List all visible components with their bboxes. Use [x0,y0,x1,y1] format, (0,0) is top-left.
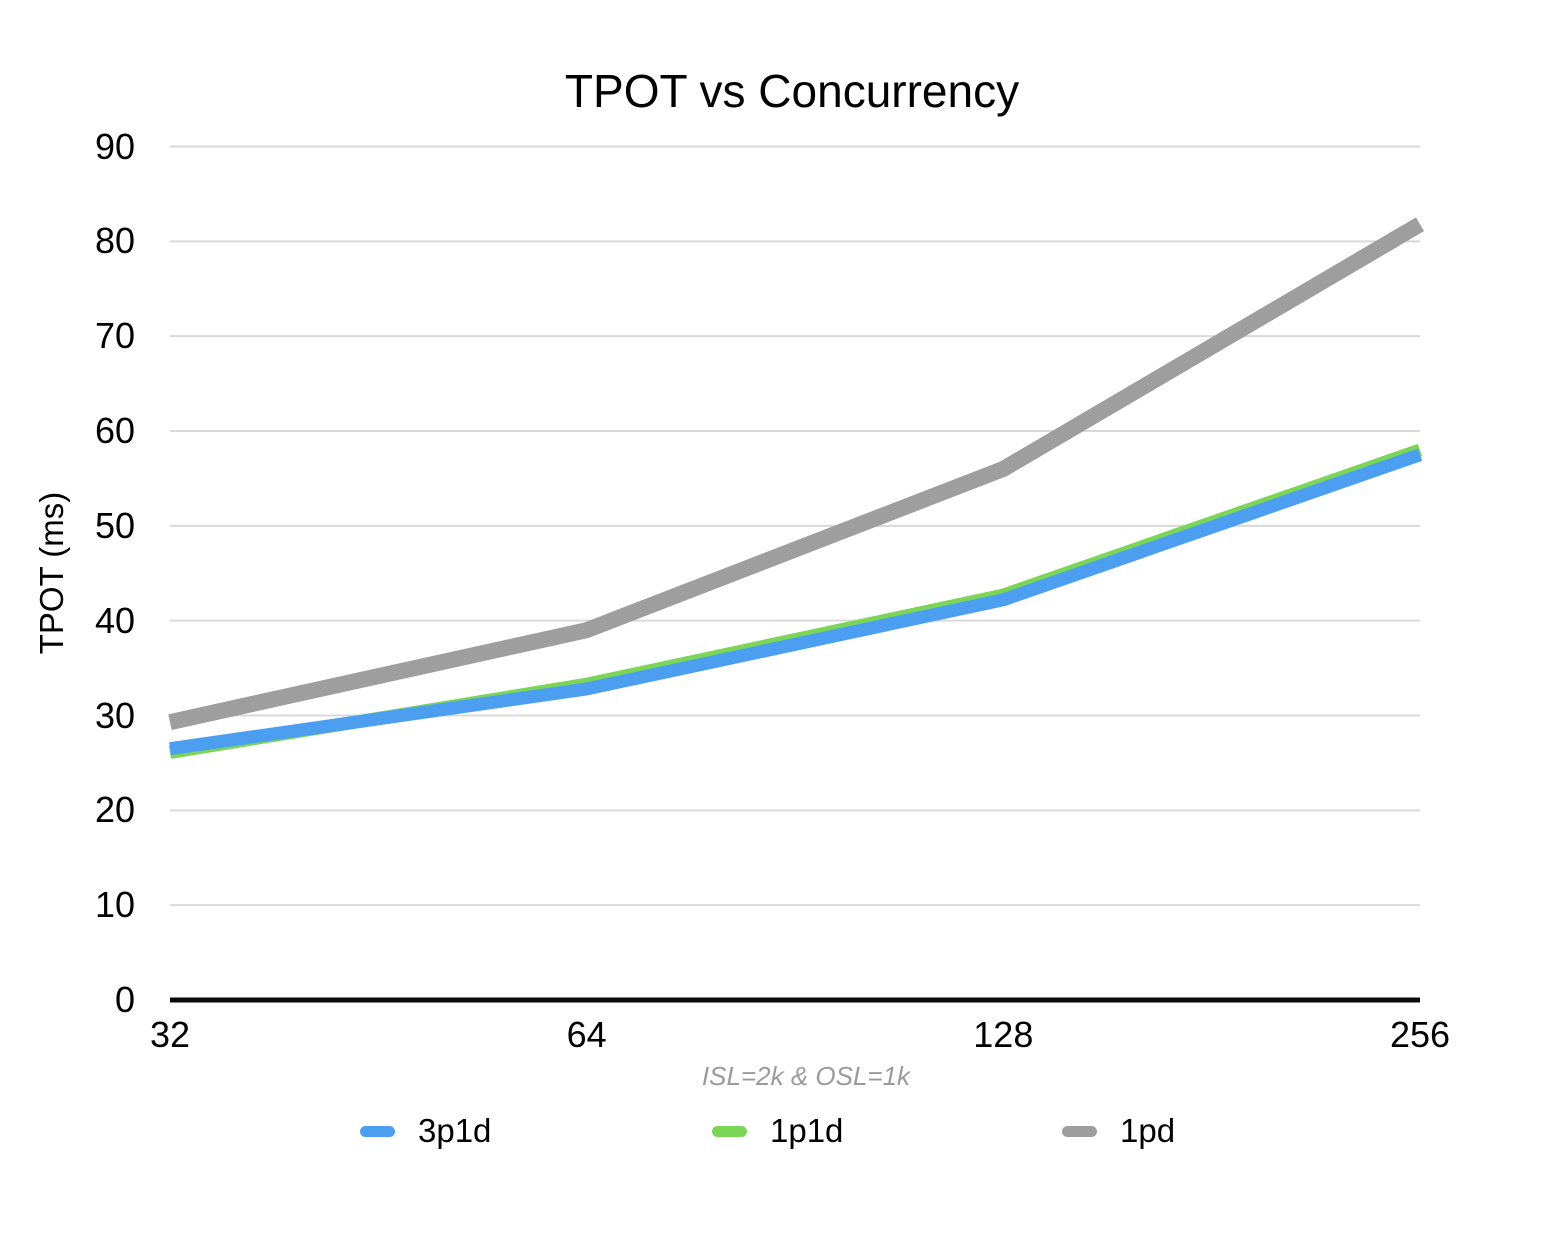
legend-item-3p1d: 3p1d [360,1110,491,1152]
legend-label-3p1d: 3p1d [418,1112,492,1149]
chart-title: TPOT vs Concurrency [564,65,1020,117]
y-tick-label-80: 80 [94,220,135,262]
y-tick-label-70: 70 [94,315,135,357]
y-tick-label-30: 30 [94,694,135,736]
legend-label-1p1d: 1p1d [770,1112,844,1149]
y-tick-label-90: 90 [94,125,135,167]
y-tick-label-40: 40 [94,599,135,641]
y-tick-label-0: 0 [114,979,135,1020]
legend-swatch-1pd [1062,1125,1097,1137]
y-tick-label-10: 10 [94,884,135,926]
x-tick-label-32: 32 [149,1014,191,1055]
series-line-3p1d [169,448,1423,756]
legend-label-1pd: 1pd [1120,1112,1176,1149]
series-line-1p1d [168,443,1423,759]
legend-swatch-1p1d [712,1125,747,1137]
legend-item-1p1d: 1p1d [712,1110,843,1152]
series-line-1pd [168,217,1425,730]
x-tick-label-256: 256 [1389,1014,1451,1055]
legend-swatch-3p1d [360,1125,395,1137]
x-tick-label-128: 128 [973,1014,1034,1055]
y-tick-label-20: 20 [94,789,135,831]
x-axis-note: ISL=2k & OSL=1k [701,1061,911,1091]
legend-item-1pd: 1pd [1062,1110,1175,1152]
y-tick-label-50: 50 [94,504,135,546]
y-tick-label-60: 60 [94,410,135,451]
x-tick-label-64: 64 [566,1014,607,1055]
